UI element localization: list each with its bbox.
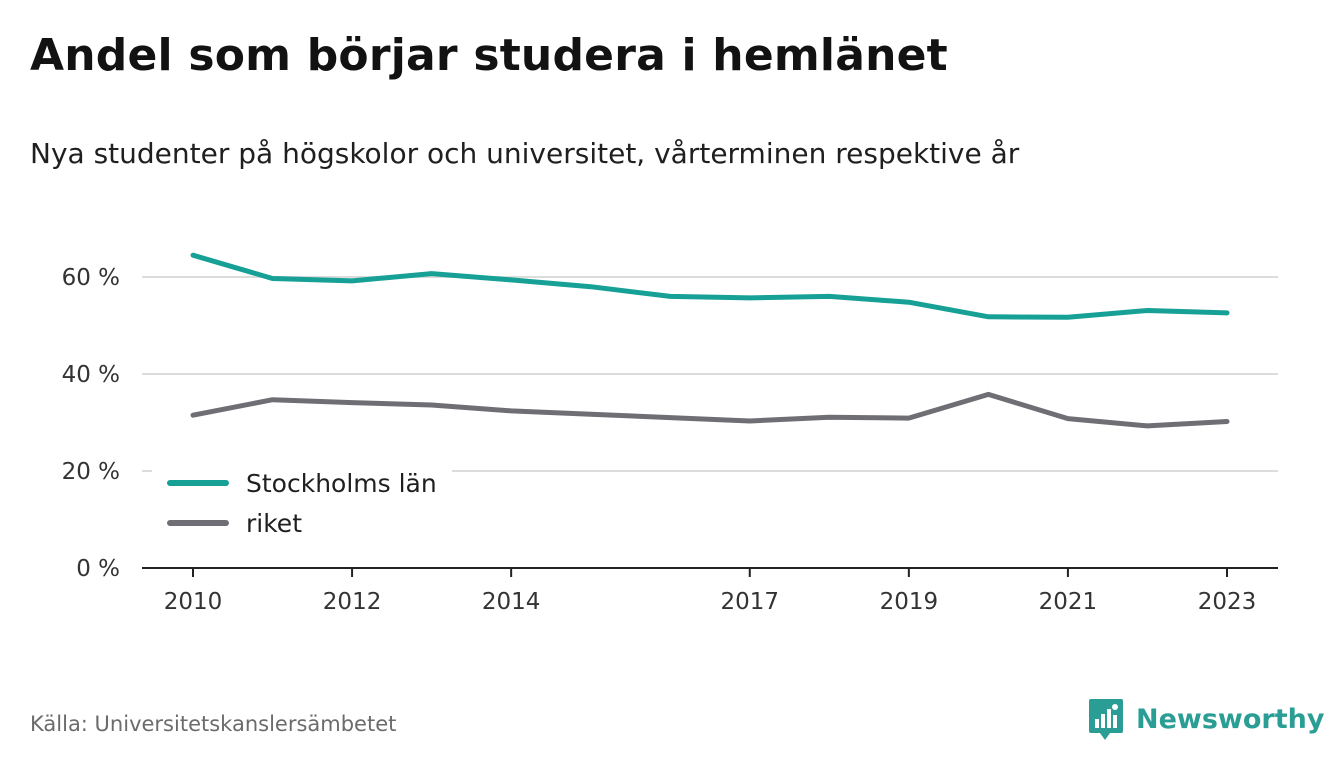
x-axis: 2010 2012 2014 2017 2019 2021 2023 (142, 567, 1278, 615)
y-tick-label: 60 % (62, 265, 120, 291)
x-tick-label: 2021 (1039, 589, 1098, 615)
brand-logo: Newsworthy (1088, 697, 1324, 741)
y-tick-label: 40 % (62, 362, 120, 388)
legend: Stockholms län riket (152, 458, 452, 548)
y-tick-label: 0 % (76, 556, 120, 582)
y-axis-ticks: 0 % 20 % 40 % 60 % (62, 265, 120, 582)
legend-label: Stockholms län (246, 469, 437, 498)
x-tick-label: 2019 (880, 589, 939, 615)
y-tick-label: 20 % (62, 459, 120, 485)
brand-name: Newsworthy (1136, 703, 1325, 735)
chart-title: Andel som börjar studera i hemlänet (30, 30, 948, 81)
source-note: Källa: Universitetskanslersämbetet (30, 712, 397, 736)
x-tick-label: 2012 (323, 589, 382, 615)
x-tick-label: 2014 (482, 589, 541, 615)
x-tick-label: 2010 (164, 589, 223, 615)
legend-background (152, 458, 452, 548)
line-chart: 0 % 20 % 40 % 60 % 2010 2012 2014 2017 2019 2021… (62, 252, 1278, 615)
newsworthy-logo-icon (1089, 699, 1123, 740)
x-tick-label: 2017 (720, 589, 779, 615)
series-lines (190, 252, 1230, 429)
series-line-1 (190, 391, 1230, 429)
legend-label: riket (246, 509, 302, 538)
gridlines (142, 276, 1278, 472)
x-tick-label: 2023 (1198, 589, 1257, 615)
series-line-0 (190, 252, 1230, 320)
chart-subtitle: Nya studenter på högskolor och universit… (30, 137, 1020, 170)
